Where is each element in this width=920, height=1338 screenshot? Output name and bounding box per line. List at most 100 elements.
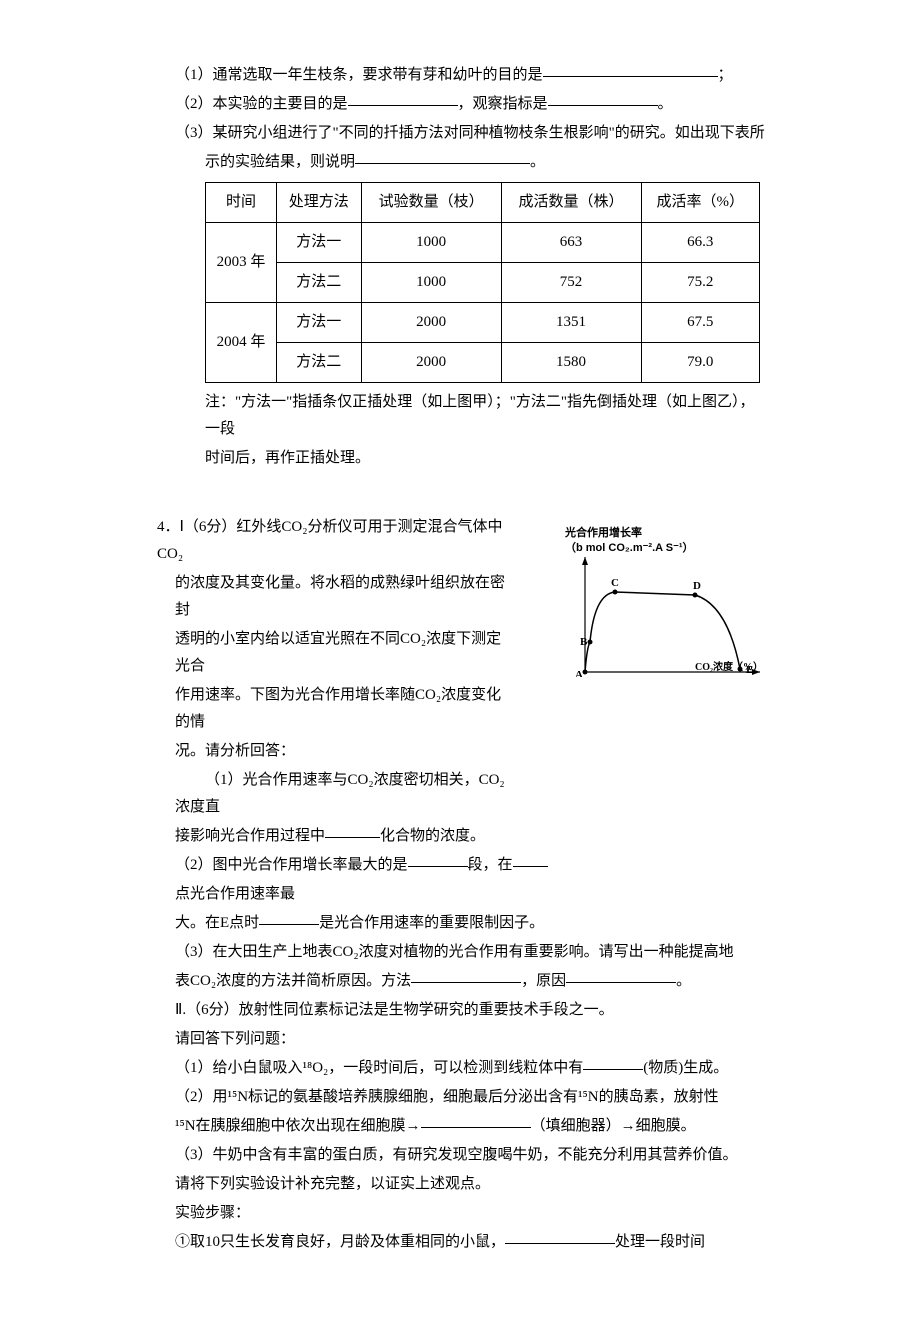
blank [505,1243,615,1244]
svg-text:D: D [693,580,701,592]
cell-method: 方法二 [276,343,361,383]
cell-trial: 2000 [361,303,501,343]
th-time: 时间 [206,183,277,223]
q4-p3a: （3）在大田生产上地表CO₂浓度对植物的光合作用有重要影响。请写出一种能提高地 [175,939,765,966]
q4-pp3b: 请将下列实验设计补充完整，以证实上述观点。 [175,1171,765,1198]
cell-alive: 663 [501,223,641,263]
th-trial: 试验数量（枝） [361,183,501,223]
cell-alive: 1580 [501,343,641,383]
table-note-2: 时间后，再作正插处理。 [175,445,765,472]
q4-l3: 透明的小室内给以适宜光照在不同CO₂浓度下测定光合 [175,626,515,680]
q4-p1b-pre: 接影响光合作用过程中 [175,828,325,844]
q4-step1-post: 处理一段时间 [615,1234,705,1250]
blank [259,924,319,925]
q3-p2: （2）本实验的主要目的是 ，观察指标是 。 [175,91,765,118]
q3-p2-tail: 。 [658,96,673,112]
q4-pp2a: （2）用¹⁵N标记的氨基酸培养胰腺细胞，细胞最后分泌出含有¹⁵N的胰岛素，放射性 [175,1084,765,1111]
blank [325,837,380,838]
cell-alive: 752 [501,263,641,303]
table-row: 方法二 1000 752 75.2 [206,263,760,303]
q4-pp2b-pre: ¹⁵N在胰腺细胞中依次出现在细胞膜→ [175,1118,421,1134]
blank [421,1127,531,1128]
q4-p1b: 接影响光合作用过程中 化合物的浓度。 [175,823,515,850]
q3-p3b: 示的实验结果，则说明 [205,154,355,170]
q4-p3b: 表CO₂浓度的方法并简析原因。方法 ，原因 。 [175,968,765,995]
table-row: 2004 年 方法一 2000 1351 67.5 [206,303,760,343]
q3-p1-tail: ； [718,67,733,83]
th-alive: 成活数量（株） [501,183,641,223]
q4-p2a-pre: （2）图中光合作用增长率最大的是 [175,857,408,873]
th-rate: 成活率（%） [641,183,759,223]
q3-p1: （1）通常选取一年生枝条，要求带有芽和幼叶的目的是 ； [175,62,765,89]
cell-year: 2004 年 [206,303,277,383]
q3-p3a: （3）某研究小组进行了"不同的扦插方法对同种植物枝条生根影响"的研究。如出现下表… [175,120,765,147]
q4-pp1-pre: （1）给小白鼠吸入¹⁸O₂，一段时间后，可以检测到线粒体中有 [175,1060,583,1076]
q4-pp2b-post: （填细胞器）→细胞膜。 [531,1118,696,1134]
table-header-row: 时间 处理方法 试验数量（枝） 成活数量（株） 成活率（%） [206,183,760,223]
q4-part2-sub: 请回答下列问题： [175,1026,765,1053]
q4-pp3a: （3）牛奶中含有丰富的蛋白质，有研究发现空腹喝牛奶，不能充分利用其营养价值。 [175,1142,765,1169]
cell-trial: 2000 [361,343,501,383]
cell-trial: 1000 [361,263,501,303]
growth-rate-chart: 光合作用增长率 （b mol CO₂.m⁻².A S⁻¹） ABCDECO₂浓度… [565,526,775,676]
svg-text:A: A [575,669,583,677]
blank [566,982,676,983]
blank [583,1069,643,1070]
cell-rate: 67.5 [641,303,759,343]
cell-alive: 1351 [501,303,641,343]
blank [411,982,521,983]
q3-p2b: ，观察指标是 [458,96,548,112]
cell-method: 方法一 [276,303,361,343]
blank [348,105,458,106]
q4-p2c: 大。在E点时 是光合作用速率的重要限制因子。 [175,910,765,937]
q4-p3b-tail: 。 [676,973,691,989]
q4-step1-pre: ①取10只生长发育良好，月龄及体重相同的小鼠， [175,1234,505,1250]
q4-p2c-post: 是光合作用速率的重要限制因子。 [319,915,544,931]
q4-p1b-post: 化合物的浓度。 [380,828,485,844]
cell-method: 方法一 [276,223,361,263]
q4-p2a: （2）图中光合作用增长率最大的是 段，在 [175,852,765,879]
cell-method: 方法二 [276,263,361,303]
q4-p2c-pre: 大。在E点时 [175,915,259,931]
q3-p3b-line: 示的实验结果，则说明 。 [175,149,765,176]
q4-p2a-mid: 段，在 [468,857,513,873]
q3-p2a: （2）本实验的主要目的是 [175,96,348,112]
cell-rate: 66.3 [641,223,759,263]
chart-title-1: 光合作用增长率 [565,526,775,541]
q4-p2b: 点光合作用速率最 [175,881,765,908]
q3-p3-tail: 。 [530,154,545,170]
cell-rate: 79.0 [641,343,759,383]
svg-text:C: C [611,577,619,589]
q4-header: 4．Ⅰ（6分）红外线CO₂分析仪可用于测定混合气体中CO₂ [157,514,515,568]
table-row: 2003 年 方法一 1000 663 66.3 [206,223,760,263]
q4-l2: 的浓度及其变化量。将水稻的成熟绿叶组织放在密封 [175,570,515,624]
blank [543,76,718,77]
q4-part2-header: Ⅱ.（6分）放射性同位素标记法是生物学研究的重要技术手段之一。 [175,997,765,1024]
q4-p3b-pre: 表CO₂浓度的方法并简析原因。方法 [175,973,411,989]
q4-pp2b: ¹⁵N在胰腺细胞中依次出现在细胞膜→ （填细胞器）→细胞膜。 [175,1113,765,1140]
q4-l5: 况。请分析回答： [175,738,515,765]
table-note-1: 注："方法一"指插条仅正插处理（如上图甲）；"方法二"指先倒插处理（如上图乙），… [175,389,765,443]
q4-p3b-mid: ，原因 [521,973,566,989]
q4-p1a: （1）光合作用速率与CO₂浓度密切相关，CO₂浓度直 [175,767,515,821]
chart-svg: ABCDECO₂浓度（%） [565,557,775,677]
blank [548,105,658,106]
q3-p1-text: （1）通常选取一年生枝条，要求带有芽和幼叶的目的是 [175,67,543,83]
table-row: 方法二 2000 1580 79.0 [206,343,760,383]
q4-block: 光合作用增长率 （b mol CO₂.m⁻².A S⁻¹） ABCDECO₂浓度… [175,514,765,1256]
chart-title-2: （b mol CO₂.m⁻².A S⁻¹） [565,541,775,556]
blank [355,163,530,164]
cell-rate: 75.2 [641,263,759,303]
cell-year: 2003 年 [206,223,277,303]
svg-text:B: B [580,636,588,648]
q4-step1: ①取10只生长发育良好，月龄及体重相同的小鼠， 处理一段时间 [175,1229,765,1256]
q4-pp1: （1）给小白鼠吸入¹⁸O₂，一段时间后，可以检测到线粒体中有 (物质)生成。 [175,1055,765,1082]
svg-text:CO₂浓度（%）: CO₂浓度（%） [695,660,763,673]
results-table: 时间 处理方法 试验数量（枝） 成活数量（株） 成活率（%） 2003 年 方法… [205,182,760,383]
q4-steps-label: 实验步骤： [175,1200,765,1227]
blank [513,866,548,867]
q4-l4: 作用速率。下图为光合作用增长率随CO₂浓度变化的情 [175,682,515,736]
blank [408,866,468,867]
th-method: 处理方法 [276,183,361,223]
q4-pp1-post: (物质)生成。 [643,1060,728,1076]
